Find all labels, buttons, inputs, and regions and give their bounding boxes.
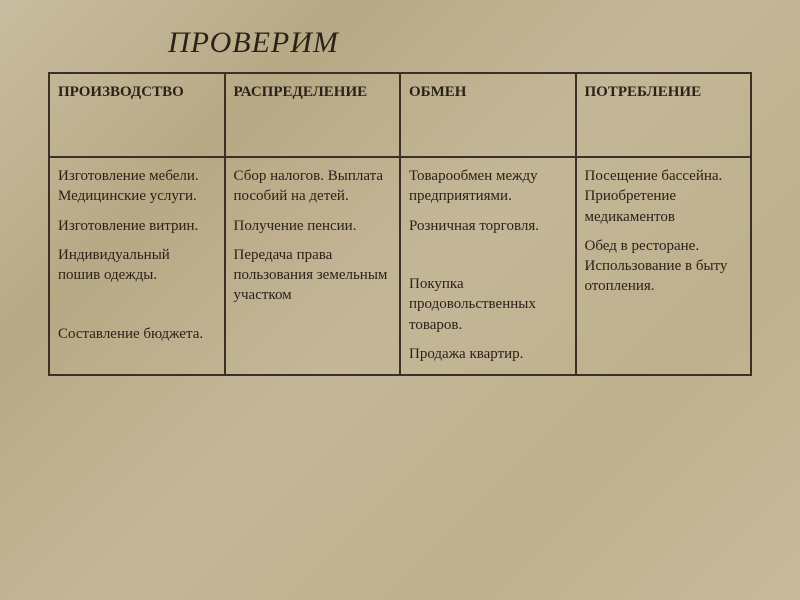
- cell-text: Обед в ресторане. Использование в быту о…: [585, 236, 743, 297]
- cell-text: Изготовление витрин.: [58, 216, 216, 236]
- cell-text: Изготовление мебели. Медицинские услуги.: [58, 166, 216, 207]
- cell-text: Покупка продовольственных товаров.: [409, 274, 567, 335]
- slide-title: ПРОВЕРИМ: [168, 26, 752, 60]
- cell-text: Передача права пользования земельным уча…: [234, 245, 392, 306]
- cell-text: [58, 294, 216, 314]
- cell-text: Товарообмен между предприятиями.: [409, 166, 567, 207]
- cell-text: Розничная торговля.: [409, 216, 567, 236]
- col-header-production: ПРОИЗВОДСТВО: [49, 73, 225, 157]
- cell-text: Продажа квартир.: [409, 344, 567, 364]
- economy-table: ПРОИЗВОДСТВО РАСПРЕДЕЛЕНИЕ ОБМЕН ПОТРЕБЛ…: [48, 72, 752, 376]
- table-row: Изготовление мебели. Медицинские услуги.…: [49, 157, 751, 375]
- cell-text: Получение пенсии.: [234, 216, 392, 236]
- cell-consumption: Посещение бассейна. Приобретение медикам…: [576, 157, 752, 375]
- cell-exchange: Товарообмен между предприятиями. Розничн…: [400, 157, 576, 375]
- cell-text: Составление бюджета.: [58, 324, 216, 344]
- slide: ПРОВЕРИМ ПРОИЗВОДСТВО РАСПРЕДЕЛЕНИЕ ОБМЕ…: [0, 0, 800, 600]
- col-header-distribution: РАСПРЕДЕЛЕНИЕ: [225, 73, 401, 157]
- cell-text: [409, 245, 567, 265]
- col-header-consumption: ПОТРЕБЛЕНИЕ: [576, 73, 752, 157]
- cell-text: Посещение бассейна. Приобретение медикам…: [585, 166, 743, 227]
- cell-text: Сбор налогов. Выплата пособий на детей.: [234, 166, 392, 207]
- cell-text: Индивидуальный пошив одежды.: [58, 245, 216, 286]
- col-header-exchange: ОБМЕН: [400, 73, 576, 157]
- cell-production: Изготовление мебели. Медицинские услуги.…: [49, 157, 225, 375]
- cell-distribution: Сбор налогов. Выплата пособий на детей. …: [225, 157, 401, 375]
- table-header-row: ПРОИЗВОДСТВО РАСПРЕДЕЛЕНИЕ ОБМЕН ПОТРЕБЛ…: [49, 73, 751, 157]
